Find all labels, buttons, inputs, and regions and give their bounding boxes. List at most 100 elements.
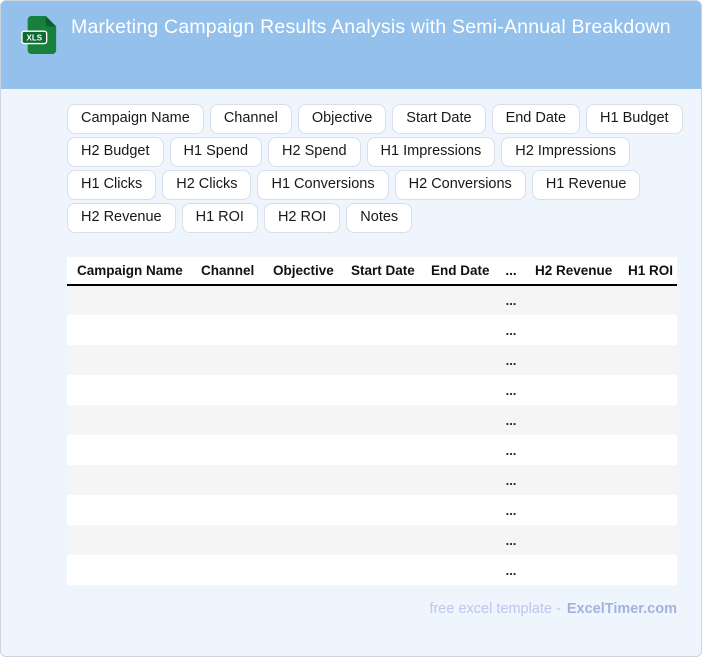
table-cell: ... xyxy=(505,562,517,578)
table-cell xyxy=(341,375,421,405)
table-cell xyxy=(67,525,191,555)
table-cell xyxy=(421,465,497,495)
chip-start-date[interactable]: Start Date xyxy=(392,104,486,134)
chip-h1-budget[interactable]: H1 Budget xyxy=(586,104,683,134)
table-cell xyxy=(421,405,497,435)
column-header: ... xyxy=(497,257,525,286)
column-header: End Date xyxy=(421,257,497,286)
table-cell xyxy=(341,495,421,525)
table-cell xyxy=(421,285,497,315)
table-cell xyxy=(263,525,341,555)
table-cell xyxy=(525,285,621,315)
table-cell xyxy=(67,375,191,405)
table-cell xyxy=(621,345,677,375)
table-cell xyxy=(67,495,191,525)
table-cell xyxy=(67,405,191,435)
table-cell: ... xyxy=(505,322,517,338)
table-cell xyxy=(263,555,341,585)
chip-objective[interactable]: Objective xyxy=(297,104,387,134)
table-cell xyxy=(525,375,621,405)
table-cell xyxy=(421,495,497,525)
chip-h1-conversions[interactable]: H1 Conversions xyxy=(257,170,389,200)
table-cell xyxy=(621,375,677,405)
table-cell xyxy=(525,435,621,465)
chip-h1-impressions[interactable]: H1 Impressions xyxy=(366,137,496,167)
chip-h1-roi[interactable]: H1 ROI xyxy=(181,203,258,233)
table-cell xyxy=(341,525,421,555)
table-row: ... xyxy=(67,285,677,315)
table-cell xyxy=(67,345,191,375)
chip-notes[interactable]: Notes xyxy=(346,203,413,233)
table-cell xyxy=(421,555,497,585)
chip-h2-roi[interactable]: H2 ROI xyxy=(263,203,341,233)
chip-campaign-name[interactable]: Campaign Name xyxy=(67,104,204,134)
table-cell xyxy=(525,465,621,495)
page-header: XLS Marketing Campaign Results Analysis … xyxy=(1,1,701,89)
table-cell xyxy=(341,465,421,495)
table-cell xyxy=(621,495,677,525)
preview-table-wrap: Campaign Name Channel Objective Start Date E… xyxy=(67,257,677,585)
table-cell xyxy=(341,315,421,345)
table-cell xyxy=(67,465,191,495)
chip-h1-spend[interactable]: H1 Spend xyxy=(169,137,263,167)
table-cell xyxy=(621,525,677,555)
page-title: Marketing Campaign Results Analysis with… xyxy=(71,16,671,38)
preview-table: Campaign Name Channel Objective Start Date E… xyxy=(67,257,677,585)
footer-brand-link[interactable]: ExcelTimer.com xyxy=(566,601,677,617)
table-cell xyxy=(621,465,677,495)
table-cell xyxy=(621,405,677,435)
table-cell xyxy=(421,375,497,405)
table-cell: ... xyxy=(505,293,517,308)
chip-channel[interactable]: Channel xyxy=(209,104,292,134)
table-cell xyxy=(191,345,263,375)
table-cell xyxy=(621,435,677,465)
table-cell xyxy=(525,525,621,555)
table-cell xyxy=(263,345,341,375)
chip-h2-budget[interactable]: H2 Budget xyxy=(67,137,164,167)
footer: free excel template - ExcelTimer.com xyxy=(67,601,677,617)
table-cell xyxy=(263,375,341,405)
table-cell: ... xyxy=(505,412,517,428)
table-row: ... xyxy=(67,465,677,495)
chip-h2-revenue[interactable]: H2 Revenue xyxy=(67,203,176,233)
table-cell xyxy=(263,465,341,495)
table-cell xyxy=(191,495,263,525)
chip-h2-conversions[interactable]: H2 Conversions xyxy=(394,170,526,200)
chip-h2-impressions[interactable]: H2 Impressions xyxy=(501,137,630,167)
column-header: H1 ROI xyxy=(621,257,677,286)
column-header: Channel xyxy=(191,257,263,286)
table-cell xyxy=(525,495,621,525)
table-cell xyxy=(191,285,263,315)
table-row: ... xyxy=(67,435,677,465)
chip-h1-revenue[interactable]: H1 Revenue xyxy=(531,170,641,200)
table-cell: ... xyxy=(505,382,517,398)
table-cell xyxy=(341,405,421,435)
column-header: Campaign Name xyxy=(67,257,191,286)
table-cell xyxy=(191,435,263,465)
column-chips: Campaign Name Channel Objective Start Date E… xyxy=(67,104,695,233)
chip-h2-clicks[interactable]: H2 Clicks xyxy=(162,170,252,200)
table-cell xyxy=(421,435,497,465)
table-cell xyxy=(263,495,341,525)
table-cell xyxy=(525,405,621,435)
table-cell xyxy=(621,315,677,345)
chip-h2-spend[interactable]: H2 Spend xyxy=(268,137,361,167)
chip-end-date[interactable]: End Date xyxy=(491,104,581,134)
table-row: ... xyxy=(67,405,677,435)
table-cell xyxy=(525,345,621,375)
table-cell xyxy=(341,345,421,375)
table-cell xyxy=(67,555,191,585)
table-cell xyxy=(421,315,497,345)
table-cell xyxy=(421,525,497,555)
table-cell: ... xyxy=(505,502,517,518)
table-cell xyxy=(341,435,421,465)
table-row: ... xyxy=(67,525,677,555)
table-cell xyxy=(263,405,341,435)
footer-text: free excel template - xyxy=(429,601,561,617)
table-cell xyxy=(191,405,263,435)
chip-h1-clicks[interactable]: H1 Clicks xyxy=(67,170,157,200)
table-cell xyxy=(191,525,263,555)
table-cell xyxy=(341,555,421,585)
table-cell xyxy=(67,315,191,345)
